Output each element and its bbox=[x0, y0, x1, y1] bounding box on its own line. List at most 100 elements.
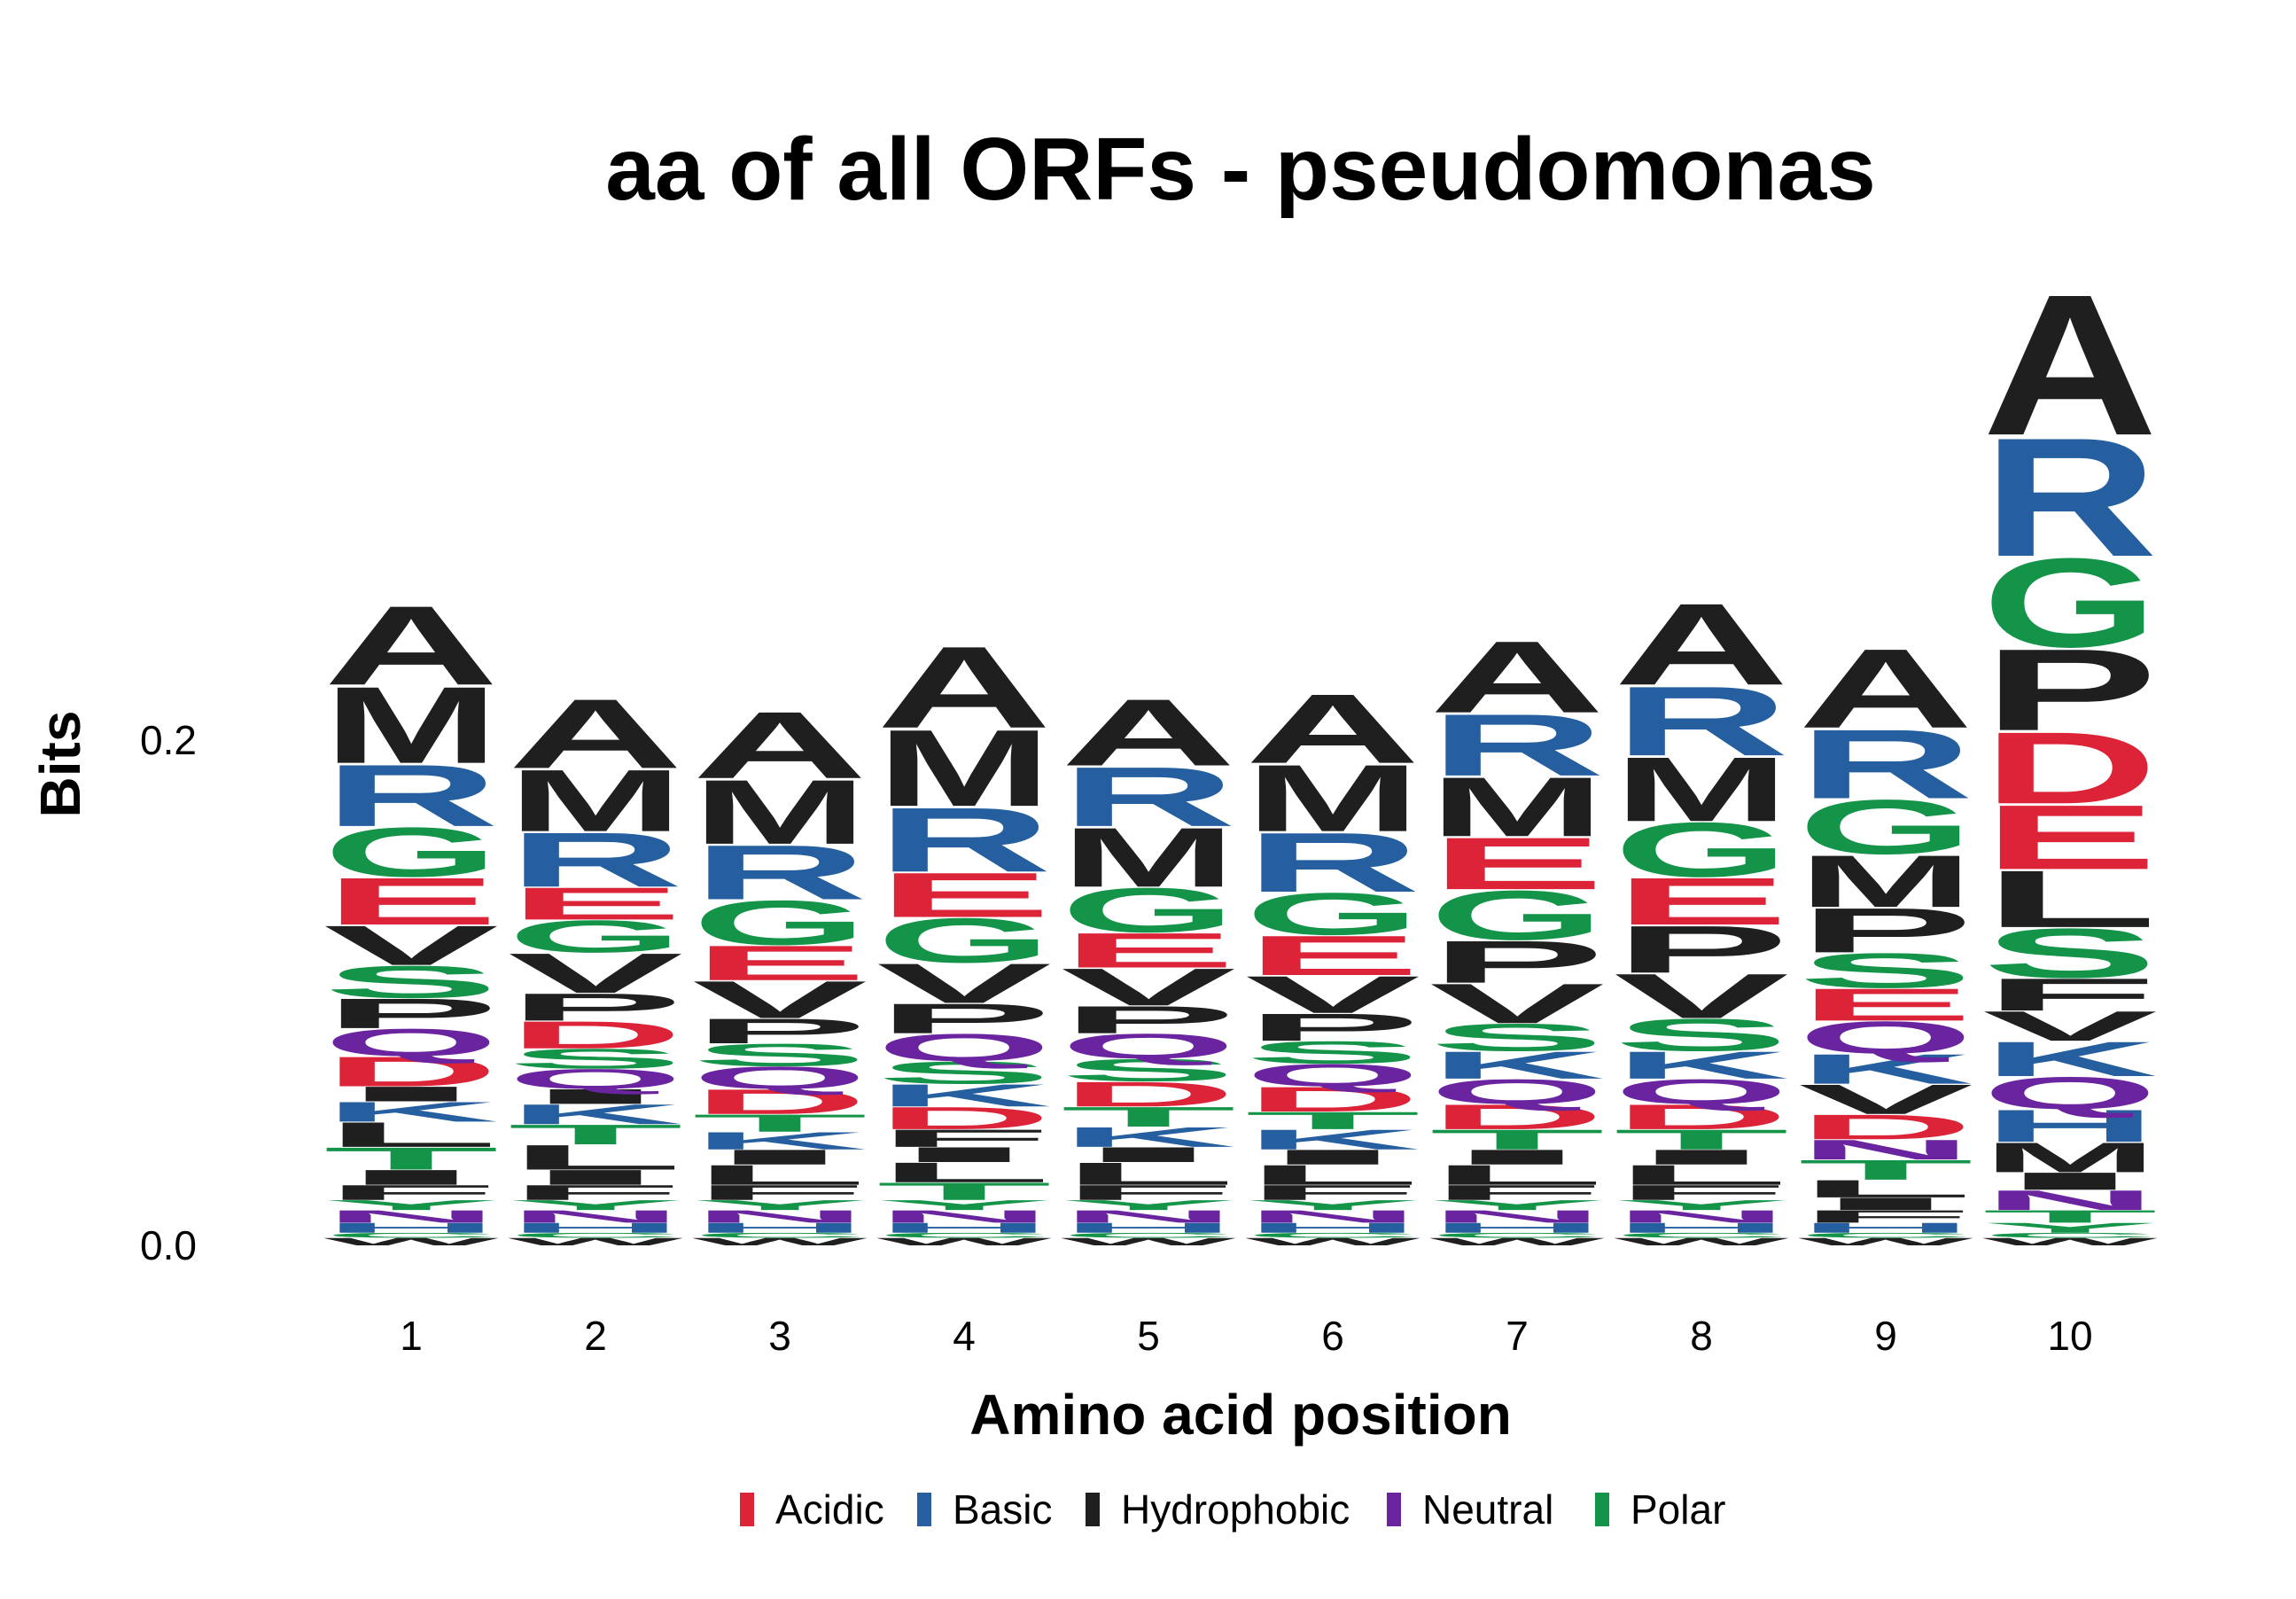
logo-letter: V bbox=[1982, 1002, 2158, 1049]
logo-letter: R bbox=[1245, 815, 1420, 909]
logo-letter: L bbox=[1429, 1159, 1605, 1191]
logo-letter: S bbox=[876, 1055, 1052, 1090]
x-tick-label: 3 bbox=[768, 1313, 791, 1359]
x-axis-title: Amino acid position bbox=[969, 1383, 1512, 1447]
legend-label-neutral: Neutral bbox=[1422, 1486, 1553, 1533]
logo-letter: T bbox=[508, 1119, 683, 1150]
logo-letter: E bbox=[1614, 864, 1789, 939]
logo-letter: W bbox=[1061, 1236, 1236, 1247]
logo-letter: M bbox=[508, 751, 683, 849]
y-axis-ticks: 0.0 0.2 bbox=[140, 717, 197, 1268]
logo-letter: Q bbox=[1429, 1072, 1605, 1112]
legend-swatch-hydrophobic bbox=[1086, 1493, 1100, 1526]
logo-letter: Y bbox=[508, 1197, 683, 1213]
logo-letter: I bbox=[1982, 1167, 2158, 1195]
legend: Acidic Basic Hydrophobic Neutral Polar bbox=[740, 1486, 1725, 1533]
logo-letter: T bbox=[323, 1141, 499, 1176]
logo-letter: L bbox=[1614, 1159, 1789, 1191]
logo-letter: N bbox=[1429, 1206, 1605, 1226]
logo-letter: P bbox=[1429, 928, 1605, 995]
logo-letter: R bbox=[876, 788, 1052, 891]
logo-letter: W bbox=[1245, 1236, 1420, 1247]
logo-letter: N bbox=[876, 1206, 1052, 1226]
logo-letter: V bbox=[508, 942, 683, 1005]
logo-letter: T bbox=[1798, 1154, 1973, 1186]
logo-letter: W bbox=[323, 1236, 499, 1247]
logo-letter: R bbox=[1982, 403, 2158, 592]
logo-letter: M bbox=[692, 760, 868, 863]
legend-swatch-acidic bbox=[740, 1493, 754, 1526]
x-tick-label: 2 bbox=[584, 1313, 607, 1359]
logo-letter: W bbox=[508, 1236, 683, 1247]
logo-letter: N bbox=[1061, 1206, 1236, 1226]
logo-letter: E bbox=[1982, 786, 2158, 888]
x-tick-label: 4 bbox=[953, 1313, 976, 1359]
logo-letter: F bbox=[323, 1181, 499, 1205]
logo-letter: M bbox=[323, 665, 499, 786]
logo-letter: C bbox=[1061, 1231, 1236, 1239]
logo-letter: D bbox=[1982, 711, 2158, 825]
logo-letter: P bbox=[1061, 998, 1236, 1041]
logo-letter: L bbox=[1061, 1156, 1236, 1191]
logo-letter: Q bbox=[692, 1060, 868, 1096]
logo-letter: Y bbox=[1614, 1197, 1789, 1213]
logo-letter: P bbox=[508, 986, 683, 1029]
logo-letter: V bbox=[1798, 1076, 1973, 1123]
x-axis-ticks: 1 2 3 4 5 6 7 8 9 10 bbox=[400, 1313, 2092, 1359]
logo-letter: K bbox=[1061, 1121, 1236, 1153]
logo-letter: W bbox=[692, 1236, 868, 1247]
logo-letter: F bbox=[1429, 1181, 1605, 1205]
logo-letter: H bbox=[1429, 1220, 1605, 1236]
logo-letter: E bbox=[1798, 979, 1973, 1031]
logo-letter: Y bbox=[1245, 1197, 1420, 1213]
logo-letter: M bbox=[1429, 760, 1605, 854]
logo-letter: A bbox=[1982, 253, 2158, 477]
logo-letter: N bbox=[1982, 1184, 2158, 1216]
logo-letter: V bbox=[323, 914, 499, 977]
logo-letter: E bbox=[876, 860, 1052, 931]
logo-letter: Q bbox=[1245, 1057, 1420, 1093]
logo-letter: S bbox=[1614, 1010, 1789, 1061]
logo-letter: T bbox=[876, 1178, 1052, 1205]
logo-letter: D bbox=[1061, 1074, 1236, 1113]
logo-letter: G bbox=[1061, 875, 1236, 946]
logo-letter: I bbox=[1245, 1145, 1420, 1169]
logo-letter: S bbox=[1245, 1034, 1420, 1070]
logo-letter: V bbox=[1614, 961, 1789, 1032]
logo-letter: L bbox=[508, 1137, 683, 1176]
logo-letter: Y bbox=[1982, 1220, 2158, 1236]
logo-letter: I bbox=[692, 1145, 868, 1169]
logo-letter: C bbox=[1982, 1231, 2158, 1239]
logo-letter: F bbox=[1614, 1181, 1789, 1205]
logo-letter: T bbox=[1245, 1107, 1420, 1135]
logo-letter: W bbox=[876, 1236, 1052, 1247]
x-tick-label: 7 bbox=[1506, 1313, 1529, 1359]
logo-letter: H bbox=[876, 1220, 1052, 1236]
x-tick-label: 10 bbox=[2047, 1313, 2092, 1359]
logo-letter: L bbox=[1798, 1175, 1973, 1203]
logo-letter: F bbox=[1982, 969, 2158, 1020]
logo-letter: Y bbox=[876, 1197, 1052, 1213]
logo-letter: R bbox=[323, 746, 499, 845]
logo-letter: S bbox=[1982, 914, 2158, 993]
logo-letter: Q bbox=[1982, 1067, 2158, 1119]
logo-letter: A bbox=[1061, 680, 1236, 786]
logo-letter: I bbox=[1798, 1194, 1973, 1213]
logo-letter: K bbox=[1245, 1124, 1420, 1156]
logo-letter: R bbox=[508, 817, 683, 904]
logo-letter: K bbox=[692, 1127, 868, 1155]
logo-letter: A bbox=[1429, 620, 1605, 734]
logo-letter: K bbox=[1614, 1043, 1789, 1087]
logo-letter: K bbox=[1982, 1032, 2158, 1087]
logo-letter: N bbox=[1798, 1134, 1973, 1166]
logo-letter: P bbox=[1614, 912, 1789, 987]
logo-letter: P bbox=[323, 990, 499, 1037]
logo-letter: D bbox=[692, 1082, 868, 1121]
legend-swatch-polar bbox=[1595, 1493, 1609, 1526]
logo-letter: H bbox=[508, 1220, 683, 1236]
logo-letter: E bbox=[692, 936, 868, 991]
logo-letter: S bbox=[1061, 1052, 1236, 1088]
logo-letter: N bbox=[508, 1206, 683, 1226]
